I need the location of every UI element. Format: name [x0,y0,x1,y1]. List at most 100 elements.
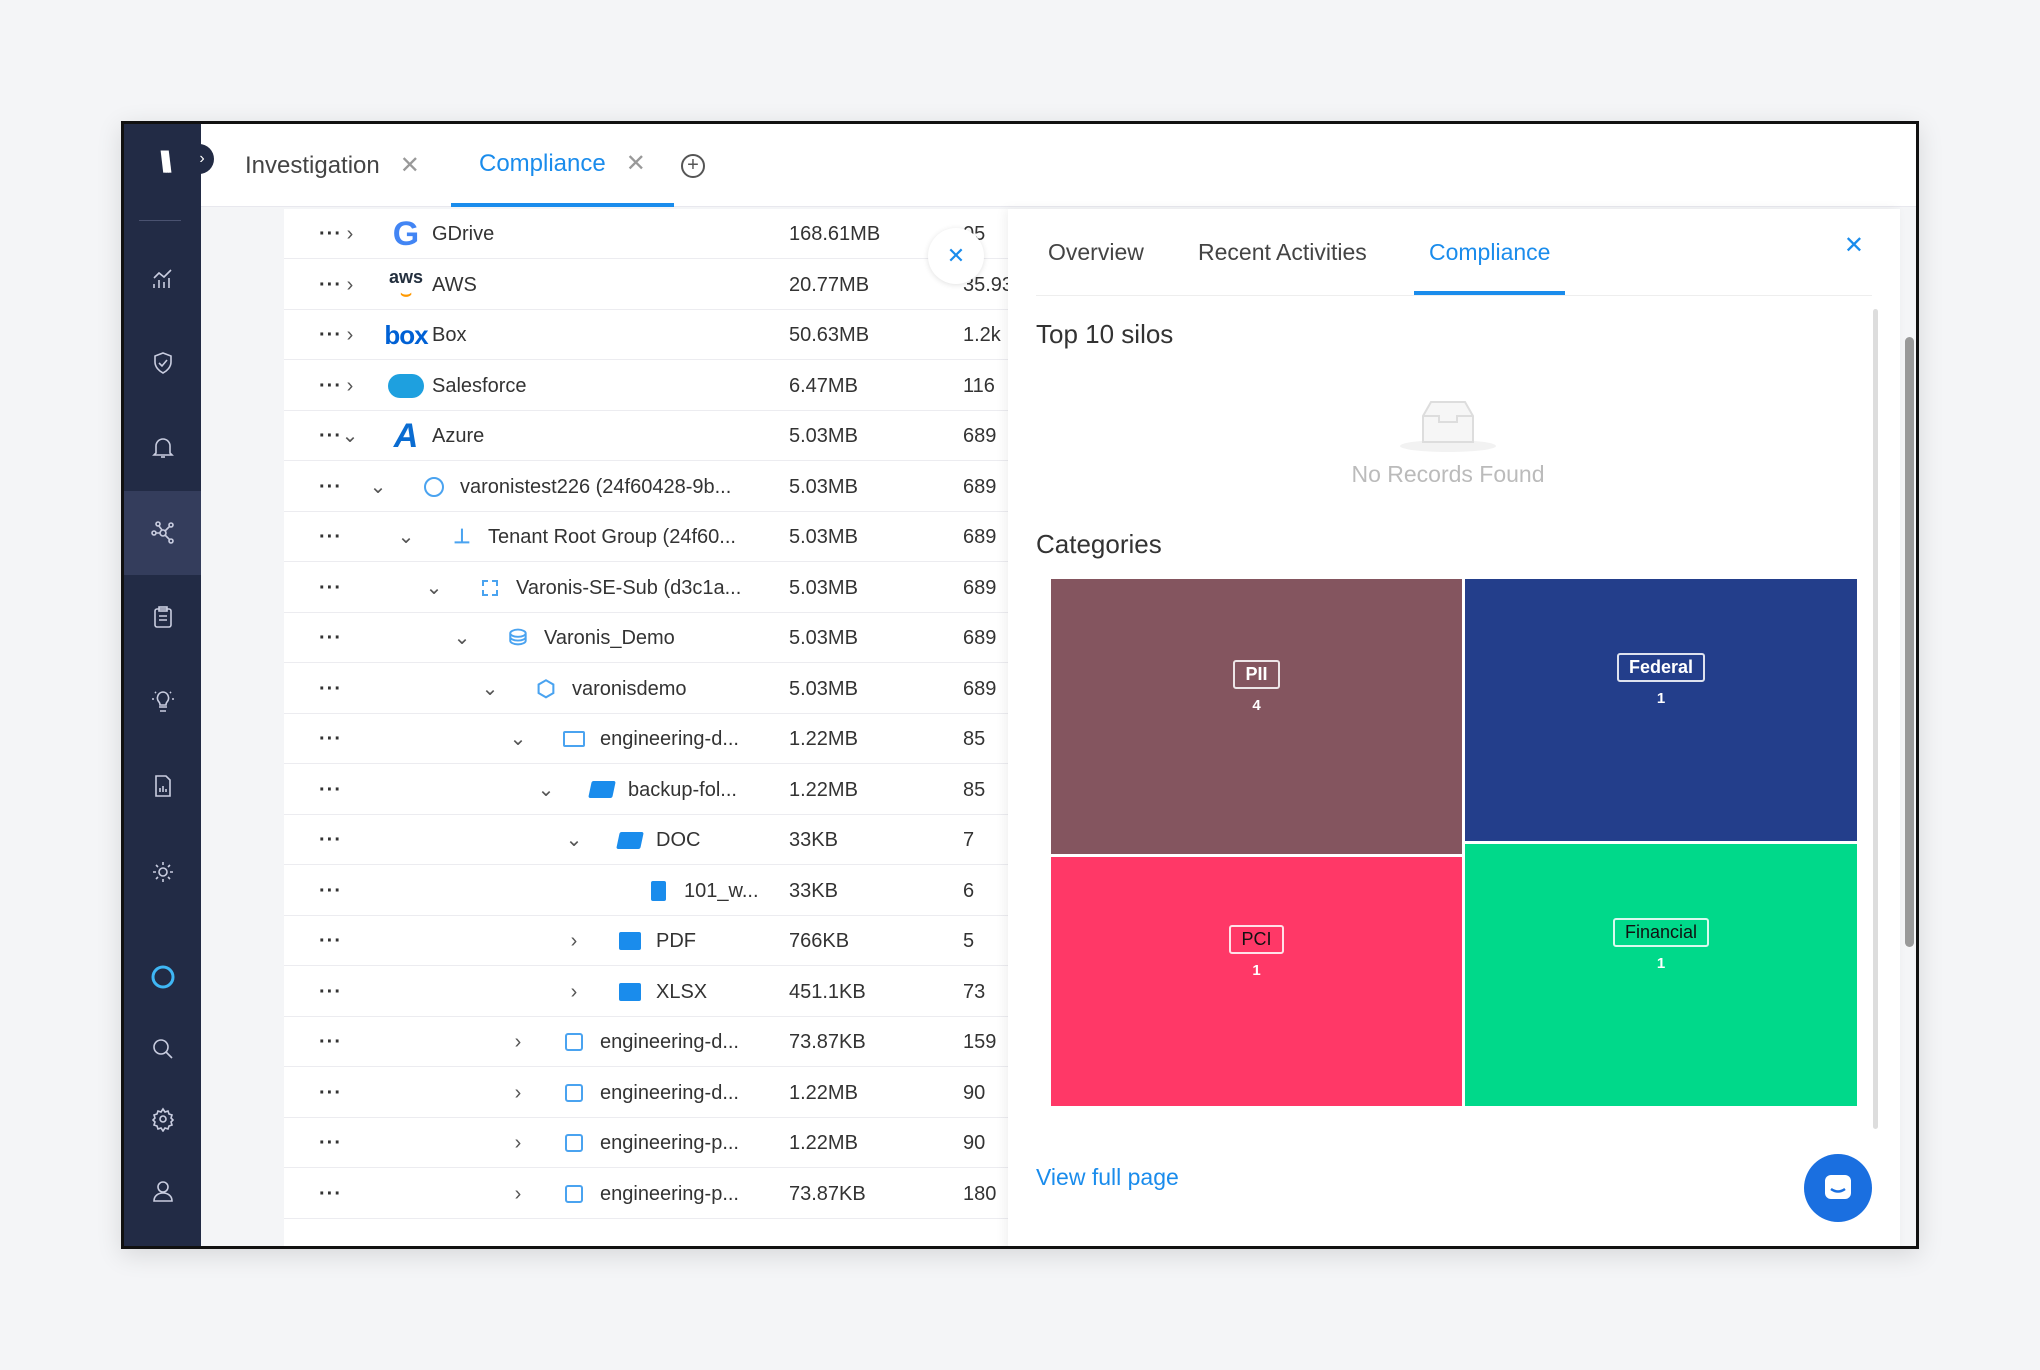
row-name[interactable]: engineering-d... [600,1081,739,1104]
table-row[interactable]: ··· ⌄ engineering-d... 1.22MB 85 [284,714,1008,764]
chevron-right-icon[interactable]: › [514,1031,522,1053]
row-actions-icon[interactable]: ··· [319,728,342,750]
row-actions-icon[interactable]: ··· [319,677,342,700]
row-actions-icon[interactable]: ··· [319,576,342,599]
sidebar-item-search[interactable] [124,1007,201,1091]
table-row[interactable]: ··· ⌄ DOC 33KB 7 [284,815,1008,865]
row-name[interactable]: engineering-d... [600,728,739,750]
chevron-down-icon[interactable]: ⌄ [537,778,555,801]
table-row[interactable]: ··· 101_w... 33KB 6 [284,866,1008,916]
row-actions-icon[interactable]: ··· [319,374,342,397]
sidebar-item-report[interactable] [124,744,201,828]
row-actions-icon[interactable]: ··· [319,1081,342,1104]
row-actions-icon[interactable]: ··· [319,1031,342,1053]
table-row[interactable]: ··· ⌄ varonistest226 (24f60428-9b... 5.03MB… [284,462,1008,512]
table-row[interactable]: ··· › engineering-p... 1.22MB 90 [284,1118,1008,1168]
row-name[interactable]: 101_w... [684,879,759,902]
close-panel-floating-button[interactable]: ✕ [928,228,984,284]
row-actions-icon[interactable]: ··· [319,778,342,801]
panel-tab-compliance[interactable]: Compliance [1414,237,1566,295]
table-row[interactable]: ··· › box Box 50.63MB 1.2k [284,310,1008,360]
row-name[interactable]: Varonis_Demo [544,627,675,649]
row-actions-icon[interactable]: ··· [319,627,342,649]
chevron-right-icon[interactable]: › [570,930,578,952]
table-row[interactable]: ··· › Salesforce 6.47MB 116 [284,361,1008,411]
panel-tab-recent-activities[interactable]: Recent Activities [1198,239,1367,265]
chevron-right-icon[interactable]: › [346,374,354,397]
row-actions-icon[interactable]: ··· [319,425,342,447]
row-name[interactable]: engineering-p... [600,1182,739,1205]
tab-compliance[interactable]: Compliance ✕ [451,124,674,207]
row-name[interactable]: PDF [656,930,696,952]
chevron-right-icon[interactable]: › [346,324,354,346]
page-scrollbar[interactable] [1902,124,1916,1246]
chevron-down-icon[interactable]: ⌄ [369,475,387,498]
table-row[interactable]: ··· › PDF 766KB 5 [284,916,1008,966]
row-name[interactable]: XLSX [656,980,708,1003]
chevron-right-icon[interactable]: › [346,223,354,245]
row-actions-icon[interactable]: ··· [319,475,342,498]
chevron-right-icon[interactable]: › [514,1182,522,1205]
chat-button[interactable] [1804,1154,1872,1222]
panel-scrollbar[interactable] [1873,309,1878,1129]
row-actions-icon[interactable]: ··· [319,273,342,296]
row-name[interactable]: engineering-p... [600,1132,739,1154]
sidebar-item-gear[interactable] [124,1077,201,1161]
row-name[interactable]: GDrive [432,223,495,245]
row-name[interactable]: engineering-d... [600,1031,739,1053]
treemap-cell-pci[interactable]: PCI 1 [1051,857,1462,1106]
row-name[interactable]: AWS [432,273,477,296]
chevron-down-icon[interactable]: ⌄ [341,425,359,447]
sidebar-item-bell[interactable] [124,406,201,490]
treemap-cell-pii[interactable]: PII 4 [1051,579,1462,854]
table-row[interactable]: ··· ⌄ A Azure 5.03MB 689 [284,411,1008,461]
sidebar-item-status-ring[interactable] [124,935,201,1019]
panel-tab-overview[interactable]: Overview [1048,239,1144,265]
treemap-cell-federal[interactable]: Federal 1 [1465,579,1857,841]
table-row[interactable]: ··· ⌄ ⬡ varonisdemo 5.03MB 689 [284,664,1008,714]
chevron-down-icon[interactable]: ⌄ [397,526,415,548]
close-tab-icon[interactable]: ✕ [399,152,420,179]
row-name[interactable]: DOC [656,829,701,851]
close-tab-icon[interactable]: ✕ [625,150,646,177]
row-actions-icon[interactable]: ··· [319,829,342,851]
chevron-right-icon[interactable]: › [514,1132,522,1154]
chevron-down-icon[interactable]: ⌄ [453,627,471,649]
view-full-page-link[interactable]: View full page [1036,1164,1179,1190]
row-name[interactable]: varonistest226 (24f60428-9b... [460,475,732,498]
row-actions-icon[interactable]: ··· [319,1182,342,1205]
table-row[interactable]: ··· › engineering-d... 73.87KB 159 [284,1017,1008,1067]
chevron-down-icon[interactable]: ⌄ [481,677,499,700]
chevron-right-icon[interactable]: › [514,1081,522,1104]
scrollbar-thumb[interactable] [1905,337,1914,947]
table-row[interactable]: ··· ⌄ Varonis-SE-Sub (d3c1a... 5.03MB 689 [284,563,1008,613]
row-actions-icon[interactable]: ··· [319,980,342,1003]
sidebar-item-sun[interactable] [124,830,201,914]
table-row[interactable]: ··· ⌄ ⊥ Tenant Root Group (24f60... 5.03MB 68… [284,512,1008,562]
row-name[interactable]: Salesforce [432,374,527,397]
chevron-right-icon[interactable]: › [346,273,354,296]
sidebar-item-network[interactable] [124,491,201,575]
row-actions-icon[interactable]: ··· [319,879,342,902]
row-actions-icon[interactable]: ··· [319,223,342,245]
row-name[interactable]: backup-fol... [628,778,737,801]
table-row[interactable]: ··· › engineering-p... 73.87KB 180 [284,1169,1008,1219]
sidebar-item-user[interactable] [124,1149,201,1233]
chevron-down-icon[interactable]: ⌄ [565,829,583,851]
sidebar-item-shield[interactable] [124,321,201,405]
add-tab-icon[interactable]: + [681,154,705,178]
close-icon[interactable]: ✕ [1843,232,1864,259]
table-row[interactable]: ··· › XLSX 451.1KB 73 [284,967,1008,1017]
varonis-logo[interactable]: \\\ [158,146,172,179]
chevron-down-icon[interactable]: ⌄ [425,576,443,599]
table-row[interactable]: ··· › engineering-d... 1.22MB 90 [284,1068,1008,1118]
chevron-down-icon[interactable]: ⌄ [509,728,527,750]
row-actions-icon[interactable]: ··· [319,324,342,346]
row-name[interactable]: Box [432,324,467,346]
sidebar-item-lightbulb[interactable] [124,660,201,744]
sidebar-expand-button[interactable]: › [190,144,214,174]
row-name[interactable]: varonisdemo [572,677,687,700]
sidebar-item-clipboard[interactable] [124,575,201,659]
row-name[interactable]: Azure [432,425,485,447]
